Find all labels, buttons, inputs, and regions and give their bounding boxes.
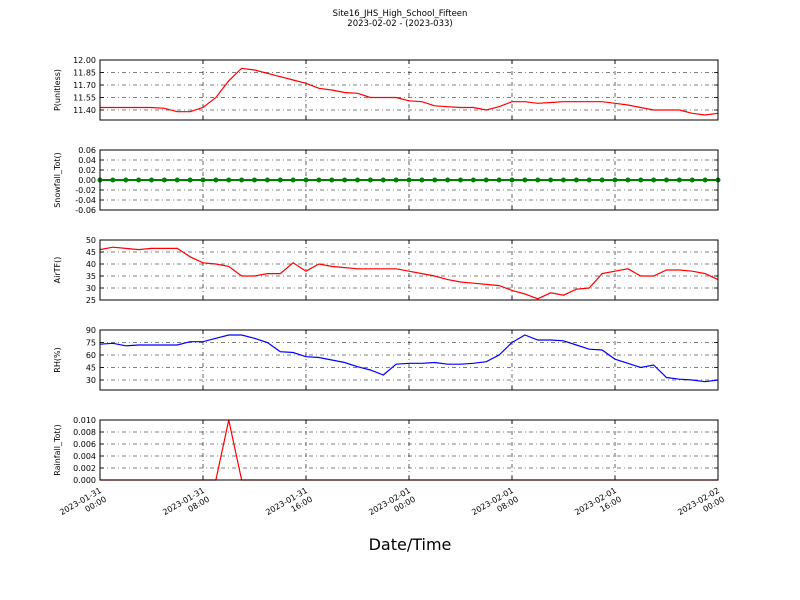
y-tick-label: 11.85 [73,69,96,78]
data-point [509,177,515,183]
y-axis-label: Snowfall_Tot() [53,152,62,208]
y-tick-label: 0.02 [78,166,96,175]
data-point [239,177,245,183]
y-axis-label: Rainfall_Tot() [53,424,62,476]
y-tick-label: 0.000 [73,476,96,485]
data-point [573,177,579,183]
data-point [535,177,541,183]
x-axis-label: Date/Time [369,535,452,554]
data-point [316,177,322,183]
data-point [483,177,489,183]
data-point [290,177,296,183]
y-tick-label: 0.006 [73,440,96,449]
data-point [561,177,566,183]
y-tick-label: 0.008 [73,428,96,437]
data-point [367,177,373,183]
data-line [99,334,719,383]
data-point [110,177,116,183]
y-tick-label: 75 [86,339,96,348]
data-point [689,177,695,183]
y-tick-label: 45 [86,248,96,257]
data-point [496,177,502,183]
data-point [187,177,193,183]
data-point [432,177,438,183]
y-tick-label: 35 [86,272,96,281]
data-point [161,177,167,183]
figure-title: Site16_JHS_High_School_Fifteen [333,9,468,19]
y-tick-label: 0.06 [78,146,96,155]
data-point [625,177,631,183]
y-tick-label: -0.06 [75,206,96,215]
data-point [355,177,360,183]
data-point [586,177,592,183]
y-tick-label: 0.002 [73,464,96,473]
data-point [458,177,463,183]
data-point [599,177,605,183]
data-point [329,177,335,183]
data-point [702,177,708,183]
y-axis-label: P(unitless) [53,69,62,111]
y-tick-label: 0.00 [78,176,96,185]
y-tick-label: 50 [86,236,96,245]
data-line [99,246,719,300]
y-axis-label: RH(%) [53,347,62,372]
y-tick-label: 40 [86,260,96,269]
data-point [264,177,270,183]
data-point [664,177,669,183]
data-point [174,177,180,183]
data-point [470,177,476,183]
axes-frame [99,329,719,391]
data-point [651,177,657,183]
y-tick-label: 11.40 [73,106,96,115]
y-tick-label: 45 [86,364,96,373]
data-point [548,177,554,183]
data-point [612,177,618,183]
data-point [226,177,232,183]
y-tick-label: -0.04 [75,196,96,205]
data-point [445,177,451,183]
data-point [380,177,386,183]
y-tick-label: 25 [86,296,96,305]
data-point [393,177,399,183]
data-point [149,177,154,183]
y-tick-label: 0.004 [73,452,96,461]
axes-frame [99,149,719,211]
y-tick-label: 11.55 [73,94,96,103]
data-point [406,177,412,183]
figure-subtitle: 2023-02-02 - (2023-033) [347,19,452,29]
data-point [200,177,206,183]
y-tick-label: 11.70 [73,81,96,90]
y-tick-label: 90 [86,326,96,335]
y-tick-label: 60 [86,351,96,360]
data-point [136,177,142,183]
data-point [676,177,682,183]
y-tick-label: 0.04 [78,156,96,165]
y-tick-label: 30 [86,284,96,293]
data-point [638,177,644,183]
data-point [123,177,129,183]
y-tick-label: -0.02 [75,186,96,195]
axes-frame [99,59,719,121]
y-tick-label: 12.00 [73,56,96,65]
y-tick-label: 0.010 [73,416,96,425]
data-line [100,67,719,116]
data-point [277,177,283,183]
data-point [303,177,309,183]
y-tick-label: 30 [86,376,96,385]
data-point [342,177,348,183]
axes-frame [99,419,719,481]
data-point [213,177,219,183]
data-point [252,177,257,183]
data-point [522,177,528,183]
axes-frame [99,239,719,301]
data-point [419,177,425,183]
y-axis-label: AirTF() [53,257,62,284]
